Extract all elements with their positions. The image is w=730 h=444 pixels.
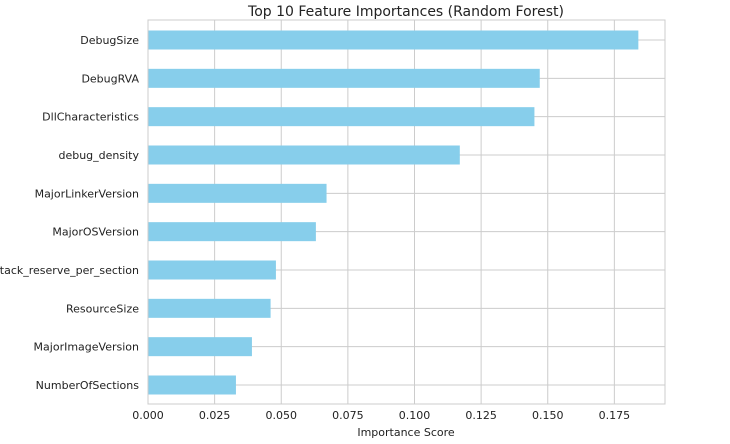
y-tick-label: DebugSize xyxy=(80,34,139,47)
x-tick-label: 0.075 xyxy=(332,409,364,422)
plot-frame xyxy=(147,19,666,405)
bars xyxy=(148,30,639,395)
chart-title: Top 10 Feature Importances (Random Fores… xyxy=(247,4,564,20)
x-tick-label: 0.100 xyxy=(399,409,431,422)
y-tick-label: NumberOfSections xyxy=(36,379,140,392)
bar xyxy=(148,107,535,127)
x-tick-label: 0.000 xyxy=(132,409,164,422)
y-tick-label: MajorOSVersion xyxy=(52,226,139,239)
bar xyxy=(148,375,236,395)
y-tick-label: stack_reserve_per_section xyxy=(0,264,139,277)
y-tick-label: ResourceSize xyxy=(66,302,139,315)
x-tick-label: 0.025 xyxy=(199,409,231,422)
bar xyxy=(148,30,639,50)
bar xyxy=(148,260,276,280)
y-tick-label: DllCharacteristics xyxy=(42,111,139,124)
y-tick-label: debug_density xyxy=(58,149,139,162)
x-tick-label: 0.175 xyxy=(599,409,631,422)
bar xyxy=(148,68,540,88)
x-tick-label: 0.150 xyxy=(532,409,564,422)
y-tick-label: DebugRVA xyxy=(81,72,139,85)
bar xyxy=(148,222,316,242)
x-tick-labels: 0.000 0.025 0.050 0.075 0.100 0.125 0.150 0.175 xyxy=(132,409,630,422)
y-tick-labels: DebugSize DebugRVA DllCharacteristics debug… xyxy=(0,34,139,392)
x-tick-label: 0.050 xyxy=(265,409,297,422)
x-tick-label: 0.125 xyxy=(465,409,497,422)
x-axis-label: Importance Score xyxy=(357,426,455,439)
bar xyxy=(148,145,460,165)
bar xyxy=(148,298,271,318)
y-tick-label: MajorLinkerVersion xyxy=(35,187,139,200)
bar xyxy=(148,183,327,203)
bar xyxy=(148,337,252,357)
y-tick-label: MajorImageVersion xyxy=(34,341,139,354)
